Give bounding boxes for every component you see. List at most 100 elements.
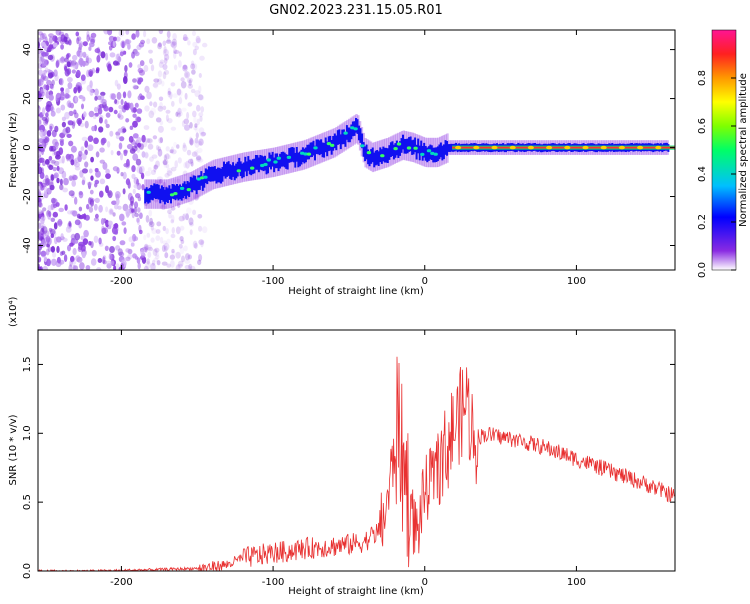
trace-core	[154, 184, 157, 199]
trace-core	[400, 138, 403, 153]
noise-speckle	[157, 78, 162, 85]
noise-speckle	[184, 71, 190, 79]
noise-speckle	[159, 137, 164, 143]
noise-speckle	[93, 235, 99, 243]
trace-core	[267, 158, 269, 174]
noise-speckle	[107, 220, 113, 226]
trace-core	[403, 138, 406, 154]
noise-speckle	[72, 264, 76, 270]
trace-core	[201, 176, 204, 191]
noise-speckle	[91, 249, 97, 257]
noise-speckle	[56, 220, 63, 225]
noise-speckle	[94, 48, 101, 54]
noise-speckle	[153, 81, 159, 89]
noise-speckle	[89, 41, 95, 48]
noise-speckle	[189, 265, 196, 270]
noise-speckle	[182, 144, 188, 152]
trace-highlight	[413, 146, 418, 150]
noise-speckle	[38, 249, 41, 256]
trace-core	[276, 153, 279, 169]
noise-speckle	[178, 111, 183, 117]
noise-speckle	[177, 260, 184, 267]
noise-speckle	[78, 243, 83, 251]
noise-speckle	[193, 126, 198, 131]
trace-core	[386, 148, 389, 163]
noise-speckle	[143, 265, 149, 270]
noise-speckle	[166, 170, 173, 176]
noise-speckle	[118, 104, 123, 110]
noise-speckle	[163, 57, 168, 65]
noise-speckle	[128, 135, 134, 143]
noise-speckle	[194, 123, 198, 128]
noise-speckle	[124, 65, 128, 73]
trace-core	[182, 183, 185, 199]
trace-core	[194, 175, 197, 191]
trace-highlight	[236, 169, 241, 173]
noise-speckle	[138, 166, 143, 175]
noise-speckle	[190, 63, 196, 70]
noise-speckle	[68, 39, 72, 46]
x-tick-label: 100	[567, 276, 586, 287]
trace-core	[277, 156, 280, 172]
noise-speckle	[117, 248, 123, 256]
noise-speckle	[137, 79, 142, 85]
noise-speckle	[83, 111, 87, 118]
noise-speckle	[153, 101, 158, 108]
noise-speckle	[81, 179, 86, 186]
noise-speckle	[112, 40, 116, 47]
noise-speckle	[136, 217, 140, 223]
noise-speckle	[196, 104, 201, 112]
trace-core	[411, 140, 414, 155]
noise-speckle	[173, 141, 178, 148]
noise-speckle	[121, 221, 127, 226]
noise-speckle	[40, 239, 47, 248]
noise-speckle	[101, 137, 107, 144]
trace-core	[432, 147, 435, 163]
trace-core	[326, 141, 329, 157]
noise-speckle	[50, 174, 55, 181]
noise-speckle	[120, 153, 123, 161]
noise-speckle	[97, 107, 103, 115]
trace-band-peak	[452, 146, 675, 149]
noise-speckle	[52, 251, 57, 258]
noise-speckle	[145, 215, 150, 223]
noise-speckle	[44, 140, 49, 146]
noise-speckle	[201, 131, 207, 136]
noise-speckle	[42, 265, 49, 270]
noise-speckle	[128, 236, 134, 243]
noise-speckle	[99, 147, 105, 153]
noise-speckle	[182, 36, 189, 41]
noise-speckle	[186, 149, 192, 156]
trace-core	[165, 187, 168, 202]
noise-speckle	[182, 64, 188, 70]
trace-core	[426, 147, 429, 163]
trace-band-spot	[509, 145, 516, 150]
noise-speckle	[59, 38, 66, 45]
noise-speckle	[153, 78, 160, 83]
noise-speckle	[87, 135, 94, 142]
noise-speckle	[184, 259, 191, 264]
colorbar-tick-label: 0.8	[697, 70, 708, 86]
noise-speckle	[72, 247, 77, 256]
noise-speckle	[118, 251, 125, 257]
noise-speckle	[160, 236, 164, 244]
noise-speckle	[165, 153, 170, 160]
noise-speckle	[41, 85, 47, 94]
noise-speckle	[160, 204, 167, 210]
noise-speckle	[183, 118, 190, 125]
trace-core	[405, 139, 407, 154]
noise-speckle	[151, 154, 158, 159]
noise-speckle	[151, 228, 157, 235]
noise-speckle	[82, 176, 86, 184]
noise-speckle	[195, 35, 201, 44]
noise-speckle	[171, 41, 177, 49]
noise-speckle	[38, 69, 43, 76]
trace-core	[257, 157, 260, 173]
trace-core	[415, 144, 418, 160]
noise-speckle	[70, 255, 75, 263]
trace-core	[265, 159, 268, 175]
noise-speckle	[105, 206, 109, 213]
trace-band-spot	[564, 145, 571, 150]
snr-y-multiplier: (x10⁴)	[8, 296, 19, 327]
